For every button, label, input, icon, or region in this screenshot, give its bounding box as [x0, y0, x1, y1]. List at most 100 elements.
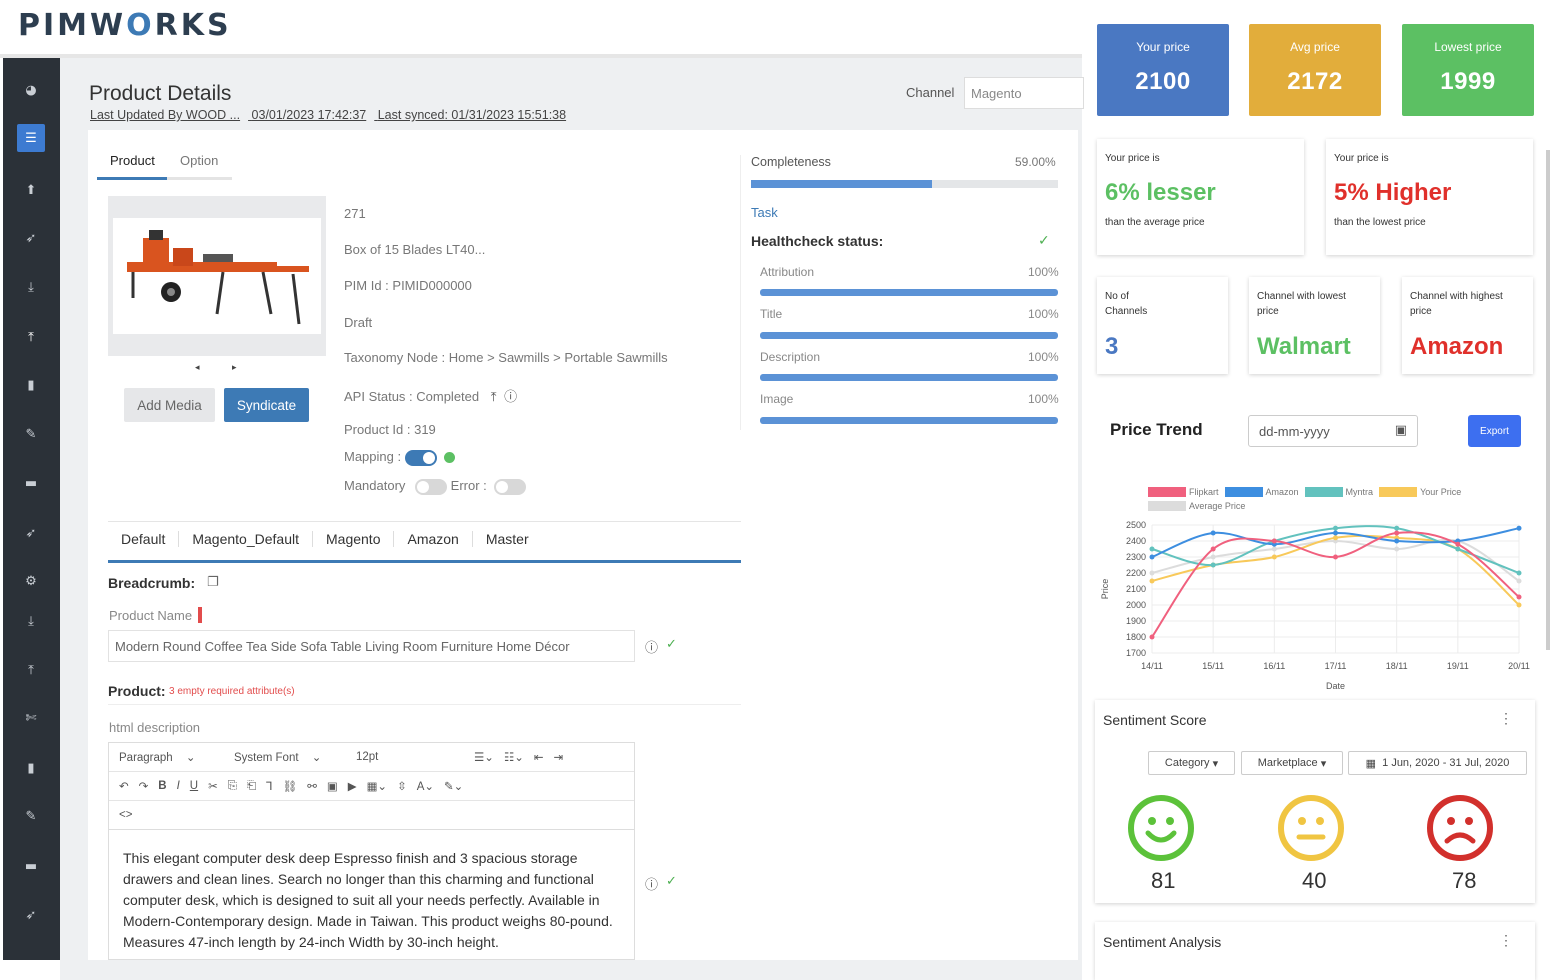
indent-icon[interactable]: ⇥ — [553, 752, 564, 764]
tab-default[interactable]: Default — [108, 531, 180, 547]
mapping-toggle[interactable] — [404, 449, 437, 466]
mandatory-label: Mandatory — [344, 478, 406, 493]
date-range-picker[interactable]: ▦ 1 Jun, 2020 - 31 Jul, 2020 — [1348, 751, 1527, 775]
y-tick-label: 1800 — [1126, 632, 1146, 642]
legend-label: Myntra — [1345, 487, 1374, 497]
data-point — [1394, 525, 1400, 531]
x-tick-label: 20/11 — [1508, 661, 1530, 671]
error-toggle[interactable] — [494, 478, 527, 495]
copy-icon[interactable]: ❐ — [207, 575, 219, 590]
channel-tabs: Default Magento_Default Magento Amazon M… — [108, 531, 542, 547]
database-icon[interactable]: ☰ — [17, 124, 45, 152]
unlink-icon[interactable]: ⚯ — [307, 781, 317, 793]
lowest-price-value: 1999 — [1440, 68, 1496, 95]
tab-product[interactable]: Product — [110, 153, 155, 168]
numbered-list-icon[interactable]: ☷⌄ — [503, 752, 524, 764]
tab-amazon[interactable]: Amazon — [394, 531, 473, 547]
media-icon[interactable]: ▶ — [347, 781, 357, 793]
source-code-icon[interactable]: <> — [119, 809, 133, 821]
archive-icon[interactable]: ▬ — [24, 475, 38, 491]
bookmark-icon[interactable]: ▮ — [27, 377, 35, 393]
info-icon[interactable]: ⓘ — [645, 878, 659, 893]
copy-icon[interactable]: ⎘ — [227, 779, 237, 792]
add-media-button[interactable]: Add Media — [124, 388, 215, 422]
outdent-icon[interactable]: ⇤ — [533, 752, 544, 764]
redo-icon[interactable]: ↷ — [138, 781, 149, 793]
wrench-icon[interactable]: ✄ — [25, 710, 37, 726]
tab-magento-default[interactable]: Magento_Default — [179, 531, 313, 547]
price-trend-date-input[interactable]: dd-mm-yyyy ▣ — [1248, 415, 1418, 447]
font-family-select[interactable]: System Font ⌄ — [234, 752, 322, 764]
gear-icon[interactable]: ⚙ — [25, 573, 37, 589]
channel-select[interactable]: Magento — [964, 77, 1084, 109]
pin-icon[interactable]: ⬆ — [25, 182, 37, 198]
product-image[interactable] — [113, 218, 321, 334]
marketplace-dropdown[interactable]: Marketplace ▾ — [1241, 751, 1343, 775]
upload-icon-2[interactable]: ⤒ — [28, 662, 34, 678]
breadcrumb-label: Breadcrumb: — [108, 575, 196, 591]
data-point — [1516, 525, 1522, 531]
mandatory-toggle[interactable] — [415, 478, 448, 495]
wand-icon-2[interactable]: ✎ — [25, 808, 37, 824]
required-marker — [198, 607, 202, 623]
rocket-icon-3[interactable]: ➶ — [25, 907, 37, 923]
y-tick-label: 1700 — [1126, 648, 1146, 658]
check-circle-icon: ✓ — [666, 637, 677, 652]
dashboard-icon[interactable]: ◕ — [25, 82, 37, 98]
calendar-icon[interactable]: ▣ — [1394, 423, 1407, 438]
font-size-select[interactable]: 12pt — [356, 751, 464, 763]
tab-underline — [97, 177, 232, 180]
bookmark-icon-2[interactable]: ▮ — [27, 760, 35, 776]
paste-icon[interactable]: ⎗ — [246, 779, 257, 792]
rocket-icon[interactable]: ➶ — [25, 230, 37, 246]
image-prev-button[interactable]: ◂ — [195, 362, 200, 372]
image-icon[interactable]: ▣ — [326, 781, 338, 793]
page-break-icon[interactable]: ⇳ — [397, 781, 407, 793]
rich-text-editor[interactable]: Paragraph ⌄ System Font ⌄ 12pt ☰⌄ ☷⌄ ⇤ ⇥… — [108, 742, 635, 960]
empty-attributes-warning: 3 empty required attribute(s) — [169, 686, 295, 697]
product-name-input[interactable]: Modern Round Coffee Tea Side Sofa Table … — [108, 630, 635, 662]
x-tick-label: 15/11 — [1202, 661, 1224, 671]
italic-icon[interactable]: I — [176, 780, 180, 792]
bold-icon[interactable]: B — [158, 780, 167, 792]
syndicate-button[interactable]: Syndicate — [224, 388, 309, 422]
undo-icon[interactable]: ↶ — [119, 781, 129, 793]
task-link[interactable]: Task — [751, 205, 778, 220]
info-icon[interactable]: ⓘ — [645, 641, 659, 656]
text-color-icon[interactable]: A⌄ — [416, 781, 435, 793]
more-options-icon[interactable]: ⋮ — [1499, 932, 1513, 948]
highlight-icon[interactable]: ✎⌄ — [444, 781, 464, 793]
underline-icon[interactable]: U — [189, 780, 199, 792]
wand-icon[interactable]: ✎ — [25, 426, 37, 442]
link-icon[interactable]: ⛓ — [282, 781, 298, 793]
download-icon-2[interactable]: ⤓ — [28, 613, 34, 629]
download-icon[interactable]: ⤓ — [28, 279, 34, 295]
info-icon[interactable]: ⓘ — [504, 390, 518, 405]
lowest-channel-label: Channel with lowest price — [1257, 291, 1346, 317]
category-dropdown[interactable]: Category ▾ — [1148, 751, 1235, 775]
right-scrollbar[interactable] — [1546, 150, 1550, 650]
hc-image-label: Image — [760, 392, 794, 406]
archive-icon-2[interactable]: ▬ — [24, 858, 38, 874]
bullet-list-icon[interactable]: ☰⌄ — [474, 752, 494, 764]
legend-item-3[interactable]: Your Price — [1379, 487, 1461, 497]
legend-item-1[interactable]: Amazon — [1224, 487, 1299, 497]
tab-magento[interactable]: Magento — [313, 531, 395, 547]
block-format-select[interactable]: Paragraph ⌄ — [119, 752, 196, 764]
image-next-button[interactable]: ▸ — [232, 362, 237, 372]
tab-master[interactable]: Master — [485, 531, 529, 547]
editor-content[interactable]: This elegant computer desk deep Espresso… — [123, 850, 613, 950]
export-button[interactable]: Export — [1468, 415, 1521, 447]
legend-item-4[interactable]: Average Price — [1148, 501, 1245, 511]
hc-attribution-bar — [760, 289, 1058, 296]
more-options-icon[interactable]: ⋮ — [1499, 710, 1513, 726]
table-icon[interactable]: ▦⌄ — [366, 781, 388, 793]
upload-icon[interactable]: ⤒ — [490, 389, 497, 404]
clear-format-icon[interactable]: Ꞁ — [266, 781, 273, 793]
cut-icon[interactable]: ✂ — [208, 781, 218, 793]
legend-item-2[interactable]: Myntra — [1304, 487, 1374, 497]
upload-icon[interactable]: ⤒ — [28, 329, 34, 345]
tab-option[interactable]: Option — [180, 153, 219, 168]
rocket-icon-2[interactable]: ➶ — [25, 525, 37, 541]
legend-item-0[interactable]: Flipkart — [1148, 487, 1219, 497]
